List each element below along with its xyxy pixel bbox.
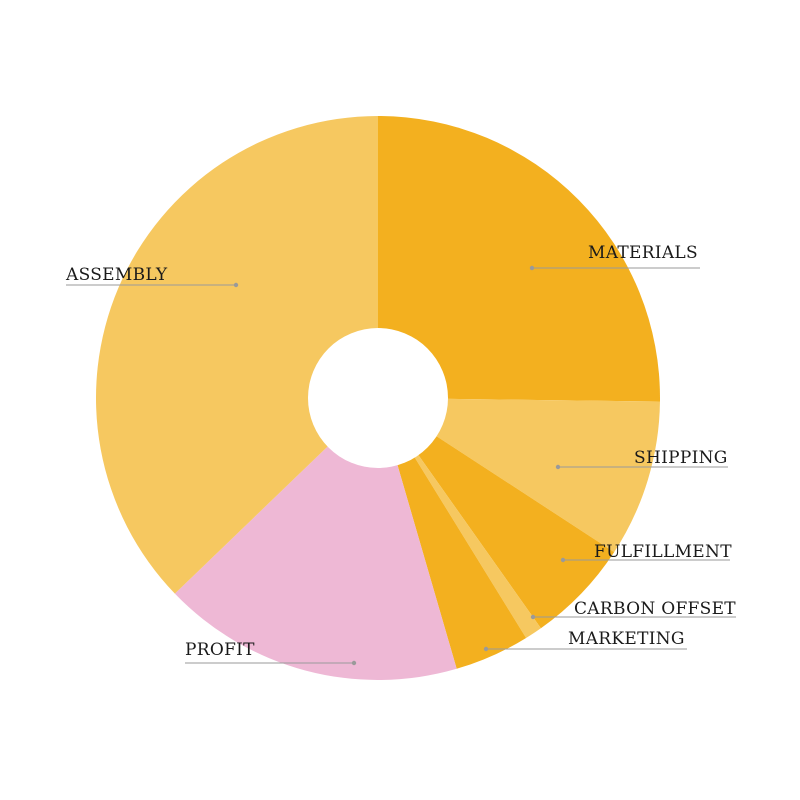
leader-dot-shipping: [555, 464, 561, 470]
slice-assembly: [95, 116, 378, 594]
slice-profit: [174, 398, 457, 680]
labels-group: MATERIALS SHIPPING FULFILLMENT CARBON OFFSE…: [65, 243, 736, 666]
slice-fulfillment: [378, 398, 615, 629]
label-assembly: ASSEMBLY: [65, 265, 168, 285]
label-profit: PROFIT: [185, 640, 255, 660]
leader-dot-fulfillment: [560, 557, 566, 563]
label-materials: MATERIALS: [588, 243, 698, 263]
label-shipping: SHIPPING: [634, 448, 728, 468]
slices-group: [95, 116, 661, 680]
leader-dot-carbon-offset: [530, 614, 536, 620]
leader-dot-materials: [529, 265, 535, 271]
donut-hole: [308, 328, 448, 468]
leader-dot-assembly: [233, 282, 239, 288]
leader-dot-profit: [351, 660, 357, 666]
label-marketing: MARKETING: [568, 629, 685, 649]
label-fulfillment: FULFILLMENT: [594, 542, 732, 562]
slice-materials: [378, 116, 661, 402]
leader-dot-marketing: [483, 646, 489, 652]
slice-carbon-offset: [378, 398, 541, 638]
label-carbon-offset: CARBON OFFSET: [574, 599, 736, 619]
slice-shipping: [378, 398, 660, 553]
slice-marketing: [378, 398, 527, 669]
